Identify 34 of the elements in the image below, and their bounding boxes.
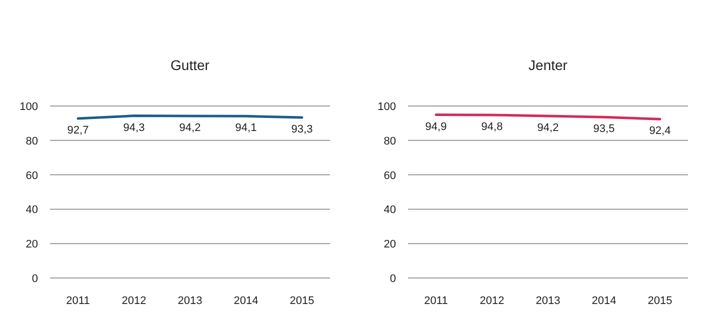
x-tick-label: 2013 — [536, 295, 560, 307]
data-label: 94,8 — [481, 120, 503, 133]
y-tick-label: 60 — [26, 170, 38, 182]
data-label: 92,7 — [67, 124, 89, 137]
chart-title: Gutter — [170, 57, 210, 73]
y-tick-label: 60 — [384, 170, 396, 182]
y-tick-label: 0 — [32, 273, 38, 285]
x-tick-label: 2014 — [592, 295, 616, 307]
data-label: 92,4 — [649, 125, 671, 138]
x-tick-label: 2012 — [122, 295, 146, 307]
x-tick-label: 2011 — [424, 295, 448, 307]
x-tick-label: 2014 — [234, 295, 258, 307]
x-tick-label: 2015 — [290, 295, 314, 307]
y-tick-label: 80 — [26, 135, 38, 148]
y-tick-label: 40 — [26, 204, 38, 216]
chart-title: Jenter — [528, 57, 568, 73]
y-tick-label: 40 — [384, 204, 396, 216]
data-label: 94,3 — [123, 122, 145, 134]
data-label: 94,9 — [425, 120, 447, 133]
y-tick-label: 0 — [390, 273, 396, 285]
data-label: 94,1 — [235, 122, 257, 134]
y-tick-label: 100 — [20, 101, 38, 113]
y-tick-label: 80 — [384, 135, 396, 148]
y-tick-label: 100 — [378, 101, 396, 113]
data-label: 93,5 — [593, 123, 615, 136]
x-tick-label: 2013 — [178, 295, 202, 307]
y-tick-label: 20 — [26, 238, 38, 251]
x-tick-label: 2011 — [66, 295, 90, 307]
x-tick-label: 2015 — [648, 295, 672, 307]
y-tick-label: 20 — [384, 238, 396, 251]
x-tick-label: 2012 — [480, 295, 504, 307]
data-label: 94,2 — [179, 122, 201, 134]
data-label: 93,3 — [291, 124, 313, 136]
data-label: 94,2 — [537, 122, 559, 134]
